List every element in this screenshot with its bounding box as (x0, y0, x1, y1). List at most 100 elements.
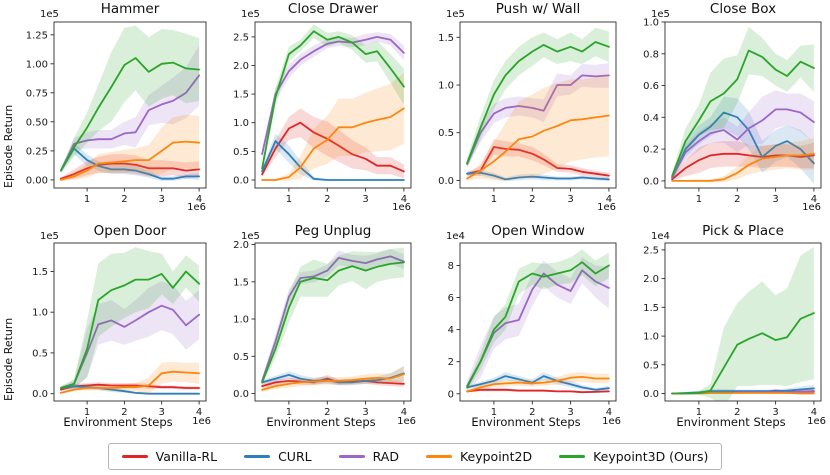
y-tick-label: 2.0 (233, 61, 249, 72)
band-keypoint3d-ours (60, 247, 200, 390)
line-keypoint2d (466, 114, 610, 180)
band-rad (60, 45, 200, 173)
y-tick-label: 2.5 (233, 32, 249, 43)
line-curl (671, 111, 815, 179)
y-tick-label: 1.5 (643, 303, 659, 314)
x-axis-offset-label: 1e6 (602, 416, 621, 427)
y-tick-label: 1.25 (26, 30, 48, 41)
y-tick-label: 1.0 (233, 118, 249, 129)
subplot-grid: 1 2 3 4 0.00 0.25 0.50 0.75 1.00 1.25 Hammer 1e5 … (0, 0, 830, 443)
axes-frame (459, 21, 617, 189)
x-tick-label: 4 (606, 407, 612, 418)
band-keypoint3d-ours (262, 247, 404, 385)
subplot-push-w-wall: 1 2 3 4 0.0 0.5 1.0 1.5 Push w/ Wall 1e5 1e6 (420, 0, 625, 219)
axes-frame (53, 242, 207, 402)
y-axis-offset-label: 1e5 (40, 231, 59, 242)
legend: Vanilla-RL CURL RAD Keypoint2D Keypoint3… (0, 443, 830, 475)
axes-frame (459, 242, 617, 402)
line-keypoint3d-ours (261, 30, 405, 170)
band-keypoint2d (60, 361, 200, 394)
y-tick-label: 2.0 (233, 240, 249, 251)
x-tick-label: 4 (401, 407, 407, 418)
subplot-title: Open Window (491, 223, 585, 239)
y-tick-label: 0 (448, 389, 454, 400)
x-tick-label: 3 (567, 407, 573, 418)
keypoint3d-line-swatch (559, 455, 586, 458)
x-tick-label: 3 (159, 407, 165, 418)
x-tick-label: 1 (286, 407, 292, 418)
y-tick-label: 0.2 (643, 145, 659, 156)
band-keypoint2d (262, 72, 404, 182)
band-vanilla-rl (672, 141, 814, 181)
curl-line-swatch (244, 455, 271, 458)
rad-line-swatch (338, 455, 365, 458)
subplot-open-window: 1 2 3 4 0 2 4 6 8 Open Window 1e4 Environment St… (420, 219, 625, 443)
subplot-hammer: 1 2 3 4 0.00 0.25 0.50 0.75 1.00 1.25 Hammer 1e5 … (0, 0, 215, 219)
line-rad (60, 304, 201, 389)
x-tick-label: 3 (772, 407, 778, 418)
y-tick-label: 0.0 (438, 176, 454, 187)
band-rad (467, 63, 609, 168)
legend-label: RAD (372, 449, 399, 464)
band-keypoint3d-ours (672, 26, 814, 180)
legend-item-keypoint3d: Keypoint3D (Ours) (559, 449, 708, 464)
y-tick-label: 1.0 (438, 81, 454, 92)
legend-label: Keypoint3D (Ours) (593, 449, 709, 464)
axes-frame (254, 21, 412, 189)
band-rad (60, 281, 200, 390)
line-rad (671, 108, 815, 179)
band-keypoint3d-ours (672, 247, 814, 401)
y-tick-label: 2.0 (643, 274, 659, 285)
x-tick-label: 2 (324, 194, 330, 205)
subplot-close-box: 1 2 3 4 0.0 0.2 0.4 0.6 0.8 1.0 Close Box 1e5 1e6 (625, 0, 830, 219)
y-tick-label: 1.0 (233, 315, 249, 326)
y-tick-label: 0.0 (233, 389, 249, 400)
y-axis-offset-label: 1e5 (446, 9, 465, 20)
x-axis-offset-label: 1e6 (397, 416, 416, 427)
plot-canvas-close-box: 1 2 3 4 0.0 0.2 0.4 0.6 0.8 1.0 (643, 18, 822, 205)
y-tick-label: 1.0 (643, 18, 659, 29)
x-tick-label: 2 (529, 194, 535, 205)
plot-canvas-hammer: 1 2 3 4 0.00 0.25 0.50 0.75 1.00 1.25 (26, 21, 207, 205)
line-curl (466, 171, 610, 181)
axes-frame (664, 21, 822, 189)
y-tick-label: 0.0 (32, 389, 48, 400)
y-tick-label: 1.5 (438, 33, 454, 44)
y-tick-label: 0.5 (438, 128, 454, 139)
subplot-title: Peg Unplug (294, 223, 372, 239)
y-tick-label: 1.5 (233, 90, 249, 101)
line-keypoint2d (671, 152, 815, 182)
x-axis-label: Environment Steps (266, 415, 376, 429)
subplot-close-drawer: 1 2 3 4 0.0 0.5 1.0 1.5 2.0 2.5 Close Drawer 1e5 … (215, 0, 420, 219)
legend-label: Vanilla-RL (155, 449, 218, 464)
band-curl (60, 383, 200, 395)
legend-item-keypoint2d: Keypoint2D (425, 449, 532, 464)
band-rad (672, 90, 814, 181)
y-tick-label: 0.0 (233, 176, 249, 187)
y-axis-offset-label: 1e4 (446, 231, 465, 242)
band-keypoint3d-ours (60, 25, 200, 173)
y-tick-label: 8 (448, 261, 454, 272)
y-axis-offset-label: 1e4 (651, 231, 670, 242)
line-rad (466, 74, 610, 166)
x-axis-offset-label: 1e6 (392, 202, 411, 213)
y-tick-label: 2.5 (643, 245, 659, 256)
line-rad (261, 36, 405, 156)
x-tick-label: 2 (121, 407, 127, 418)
y-tick-label: 0.6 (643, 81, 659, 92)
line-keypoint3d-ours (466, 41, 610, 165)
x-tick-label: 2 (529, 407, 535, 418)
y-tick-label: 1.0 (643, 332, 659, 343)
y-tick-label: 1.5 (233, 277, 249, 288)
legend-label: CURL (278, 449, 312, 464)
y-tick-label: 0.5 (32, 348, 48, 359)
line-curl (261, 140, 405, 181)
band-keypoint3d-ours (467, 249, 609, 391)
x-axis-offset-label: 1e6 (597, 202, 616, 213)
line-keypoint3d-ours (60, 57, 201, 172)
line-keypoint2d (60, 370, 201, 394)
x-axis-offset-label: 1e6 (192, 416, 211, 427)
y-tick-label: 0.4 (643, 113, 659, 124)
x-tick-label: 2 (324, 407, 330, 418)
line-curl (60, 385, 201, 395)
